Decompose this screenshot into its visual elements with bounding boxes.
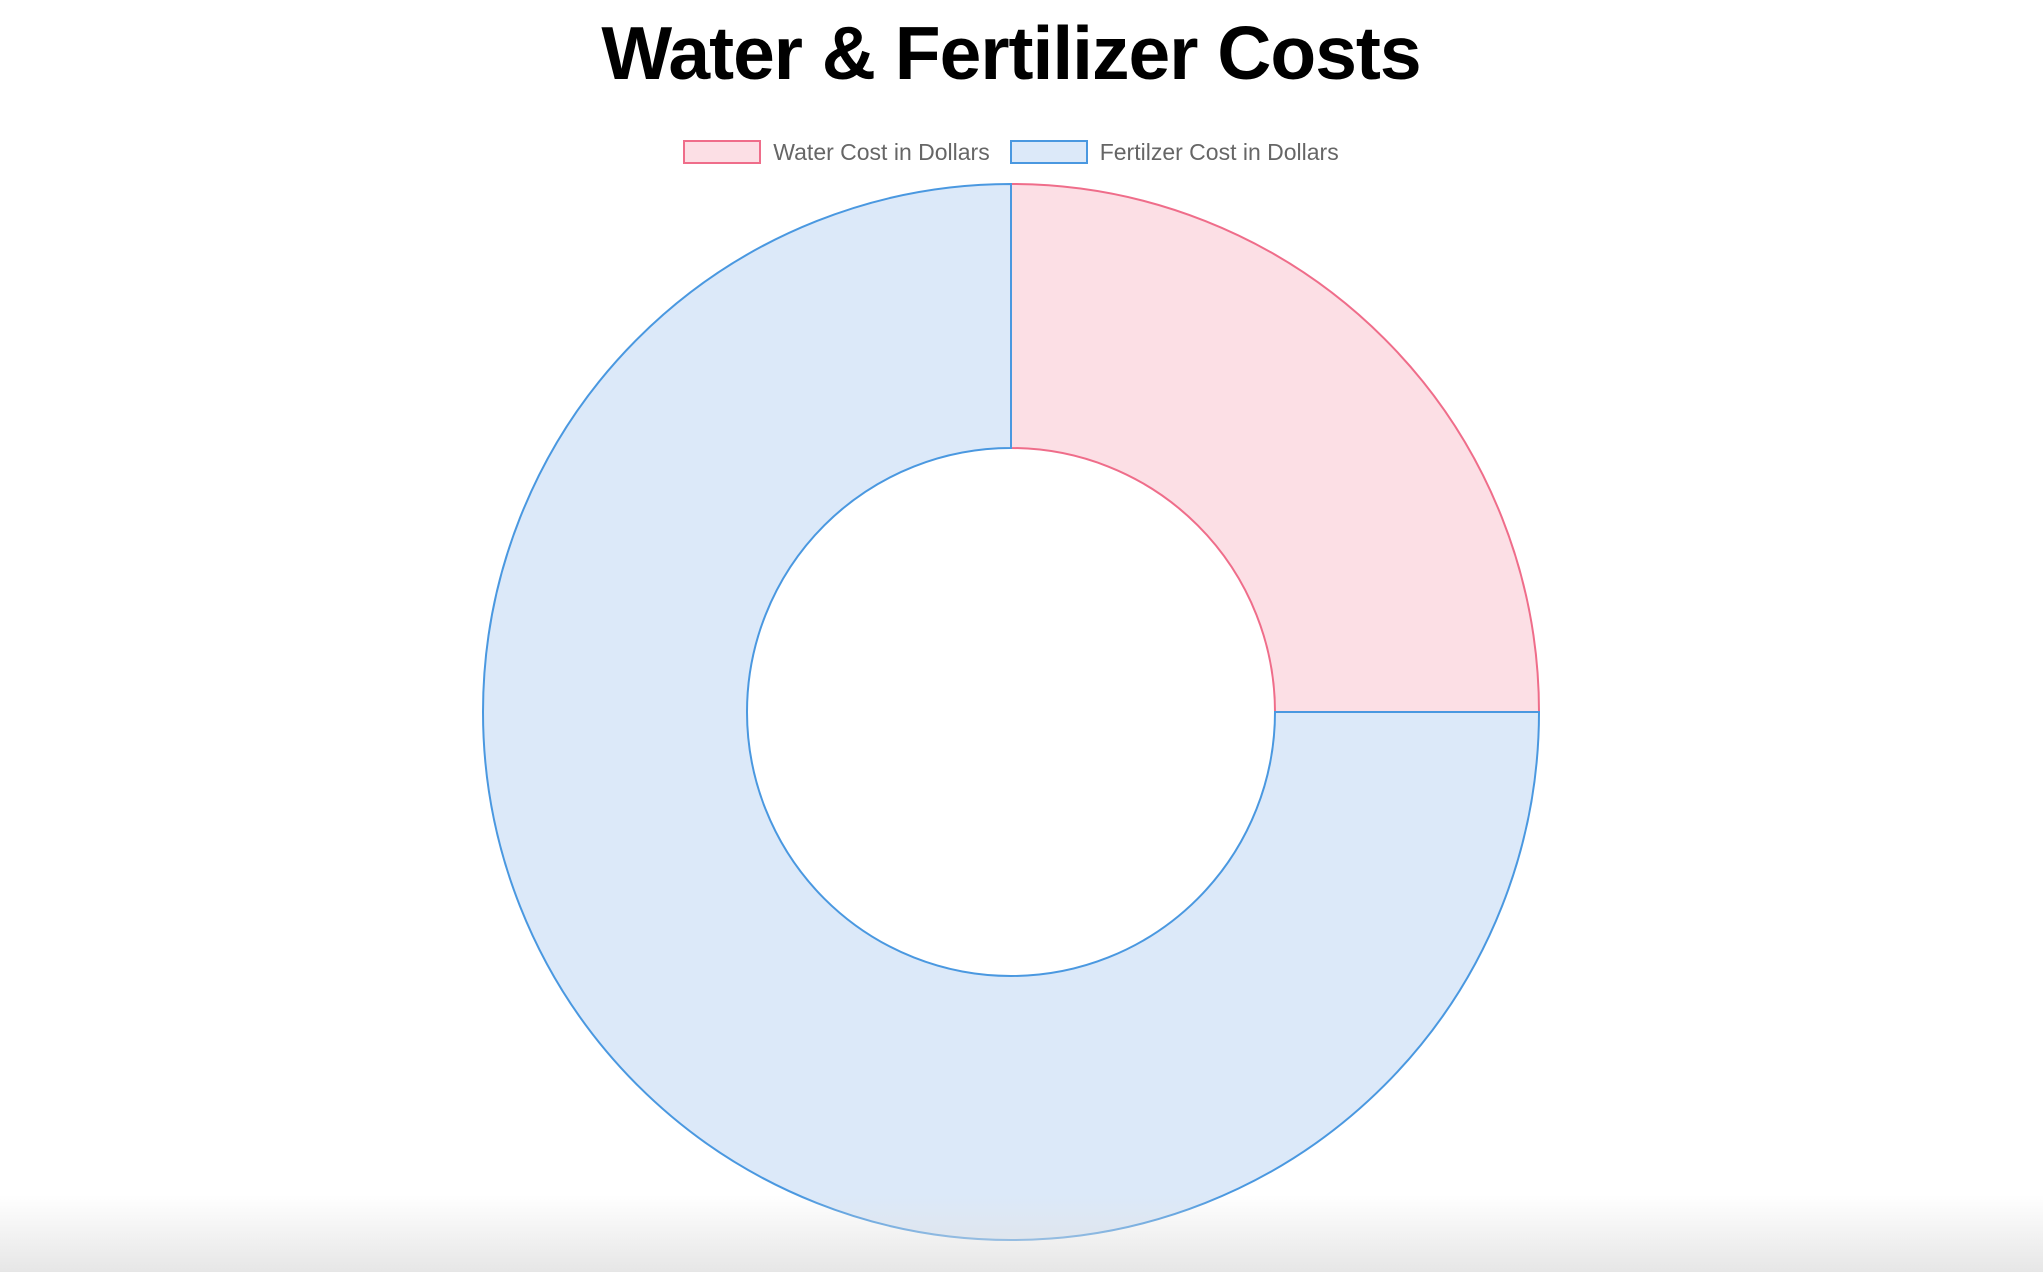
legend-label-fertilizer: Fertilzer Cost in Dollars xyxy=(1099,138,1339,165)
legend-swatch-fertilizer xyxy=(1009,140,1088,164)
legend-item-fertilizer[interactable]: Fertilzer Cost in Dollars xyxy=(1009,138,1339,166)
legend-item-water[interactable]: Water Cost in Dollars xyxy=(683,138,990,166)
chart-title: Water & Fertilizer Costs xyxy=(601,11,1421,95)
legend-swatch-water xyxy=(683,140,762,164)
chart-legend: Water Cost in Dollars Fertilzer Cost in … xyxy=(0,134,2022,170)
legend-label-water: Water Cost in Dollars xyxy=(773,138,990,165)
slice-water[interactable] xyxy=(1010,182,1541,713)
